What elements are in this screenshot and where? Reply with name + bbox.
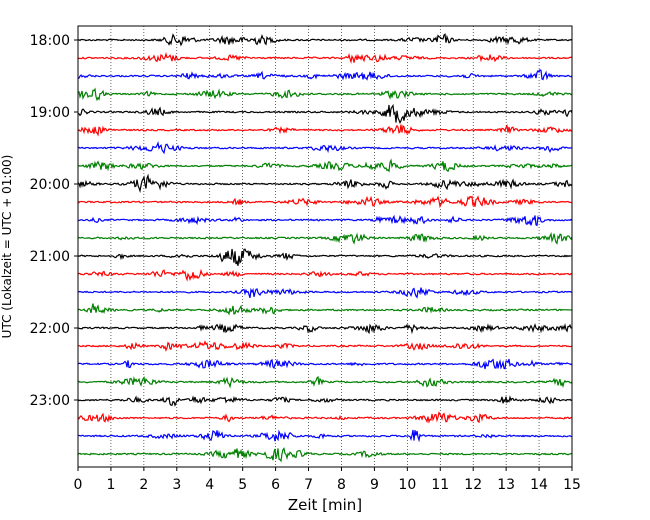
trace-1830 — [77, 68, 573, 81]
trace-2100 — [77, 248, 573, 266]
trace-2300 — [77, 395, 573, 407]
trace-1845 — [77, 87, 573, 102]
x-tick-label: 3 — [172, 477, 181, 493]
trace-1900 — [77, 103, 573, 125]
x-tick-label: 8 — [337, 477, 346, 493]
x-tick-label: 15 — [563, 477, 581, 493]
y-tick-label: 19:00 — [30, 105, 70, 121]
trace-1915 — [77, 123, 573, 137]
trace-1800 — [77, 33, 573, 47]
trace-2315 — [77, 411, 573, 424]
x-axis-ticks: 0 1 2 3 4 5 6 7 8 9 10 11 12 13 14 15 — [74, 467, 581, 493]
trace-2145 — [77, 303, 573, 316]
x-tick-label: 7 — [304, 477, 313, 493]
x-tick-label: 1 — [106, 477, 115, 493]
x-tick-label: 0 — [74, 477, 83, 493]
x-tick-label: 9 — [370, 477, 379, 493]
y-tick-label: 22:00 — [30, 321, 70, 337]
x-tick-label: 14 — [530, 477, 548, 493]
trace-2000 — [77, 173, 573, 194]
y-axis-ticks: 18:00 19:00 20:00 21:00 22:00 23:00 — [30, 33, 78, 409]
trace-2230 — [77, 358, 573, 370]
seismic-traces — [77, 33, 573, 463]
trace-2345 — [77, 447, 573, 463]
trace-2030 — [77, 214, 573, 227]
y-axis-label: UTC (Lokalzeit = UTC + 01:00) — [0, 155, 14, 339]
x-tick-label: 11 — [431, 477, 449, 493]
x-tick-label: 13 — [497, 477, 515, 493]
y-tick-label: 18:00 — [30, 33, 70, 49]
trace-2130 — [77, 287, 573, 299]
plot-frame — [77, 25, 573, 468]
y-tick-label: 20:00 — [30, 177, 70, 193]
x-tick-label: 12 — [464, 477, 482, 493]
trace-2200 — [77, 322, 573, 335]
x-tick-label: 10 — [398, 477, 416, 493]
trace-2115 — [77, 268, 573, 282]
trace-2330 — [77, 429, 573, 443]
trace-2015 — [77, 195, 573, 209]
trace-2045 — [77, 231, 573, 245]
trace-1815 — [77, 52, 573, 64]
x-tick-label: 5 — [238, 477, 247, 493]
x-tick-label: 6 — [271, 477, 280, 493]
trace-1945 — [77, 158, 573, 173]
trace-2245 — [77, 375, 573, 389]
x-tick-label: 4 — [205, 477, 214, 493]
y-tick-label: 21:00 — [30, 249, 70, 265]
x-tick-label: 2 — [139, 477, 148, 493]
trace-1930 — [77, 141, 573, 155]
trace-2215 — [77, 340, 573, 352]
x-axis-label: Zeit [min] — [288, 496, 362, 514]
y-tick-label: 23:00 — [30, 393, 70, 409]
